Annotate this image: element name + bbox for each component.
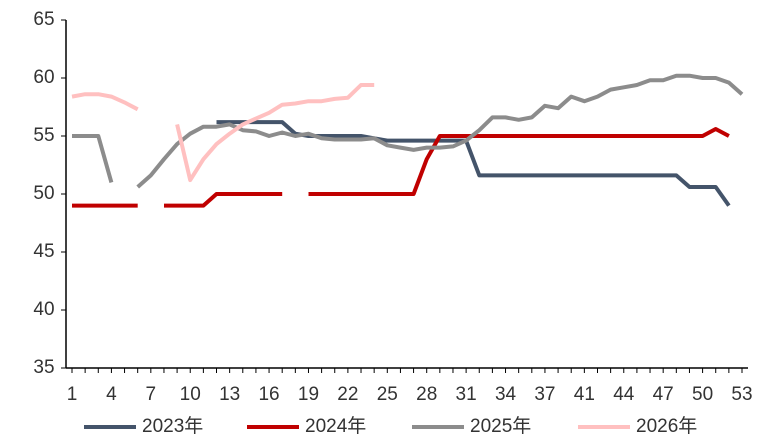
series-line: [71, 83, 375, 183]
x-tick-label: 47: [653, 384, 674, 405]
x-tick-label: 50: [692, 384, 713, 405]
y-tick-label: 60: [33, 67, 54, 88]
x-tick-label: 37: [534, 384, 555, 405]
x-tick-label: 34: [495, 384, 517, 405]
legend-label: 2025年: [470, 415, 531, 437]
x-tick-label: 28: [416, 384, 437, 405]
x-tick-label: 53: [731, 384, 752, 405]
x-tick-label: 10: [180, 384, 201, 405]
x-tick-label: 22: [337, 384, 358, 405]
x-tick-label: 16: [258, 384, 279, 405]
y-tick-label: 55: [33, 125, 54, 146]
legend-label: 2026年: [636, 415, 697, 437]
x-tick-label: 1: [67, 384, 78, 405]
x-tick-label: 4: [106, 384, 117, 405]
y-tick-label: 65: [33, 9, 54, 30]
series-line: [72, 127, 730, 208]
legend-label: 2024年: [305, 415, 366, 437]
series-line: [72, 73, 744, 189]
x-tick-label: 7: [146, 384, 157, 405]
x-tick-label: 41: [574, 384, 595, 405]
legend-label: 2023年: [142, 415, 203, 437]
x-tick-label: 19: [298, 384, 319, 405]
y-tick-label: 50: [33, 183, 54, 204]
y-tick-label: 35: [33, 357, 54, 378]
y-tick-label: 45: [33, 241, 54, 262]
x-tick-label: 31: [456, 384, 477, 405]
x-tick-label: 44: [613, 384, 635, 405]
x-tick-label: 25: [377, 384, 398, 405]
x-tick-label: 13: [219, 384, 240, 405]
y-tick-label: 40: [33, 299, 54, 320]
